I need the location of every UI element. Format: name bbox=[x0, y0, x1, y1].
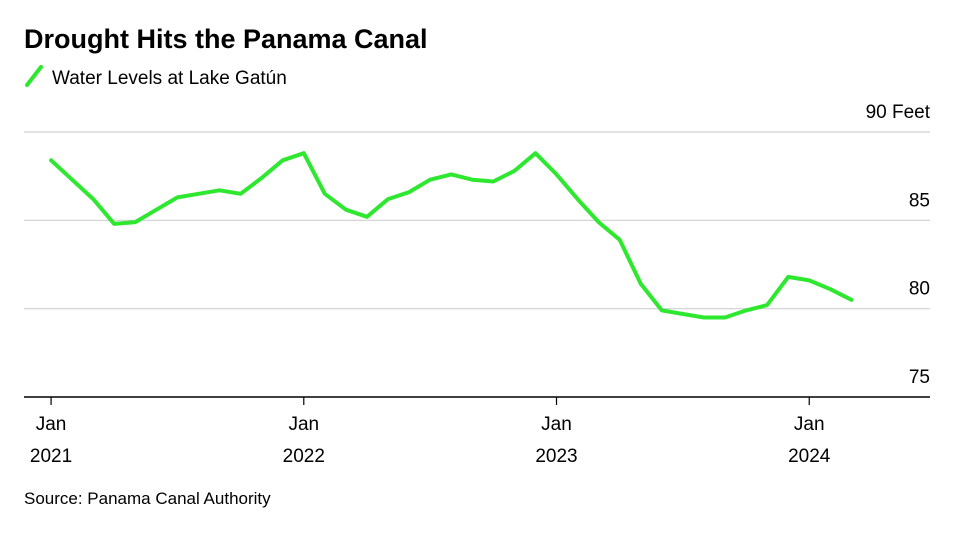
y-tick-label: 80 bbox=[909, 279, 930, 300]
data-line bbox=[49, 151, 854, 320]
y-tick-label: 90 Feet bbox=[866, 102, 931, 123]
x-tick-label: Jan 2024 bbox=[788, 414, 831, 467]
legend-swatch bbox=[25, 65, 43, 87]
legend-label: Water Levels at Lake Gatún bbox=[52, 68, 287, 89]
y-tick-label: 85 bbox=[909, 190, 930, 211]
chart-title: Drought Hits the Panama Canal bbox=[24, 24, 428, 54]
y-tick-label: 75 bbox=[909, 367, 930, 388]
x-tick-label: Jan 2021 bbox=[29, 414, 73, 467]
source: Source: Panama Canal Authority bbox=[24, 489, 271, 508]
x-tick-label: Jan 2023 bbox=[535, 414, 578, 467]
x-tick-label: Jan 2022 bbox=[282, 414, 325, 467]
